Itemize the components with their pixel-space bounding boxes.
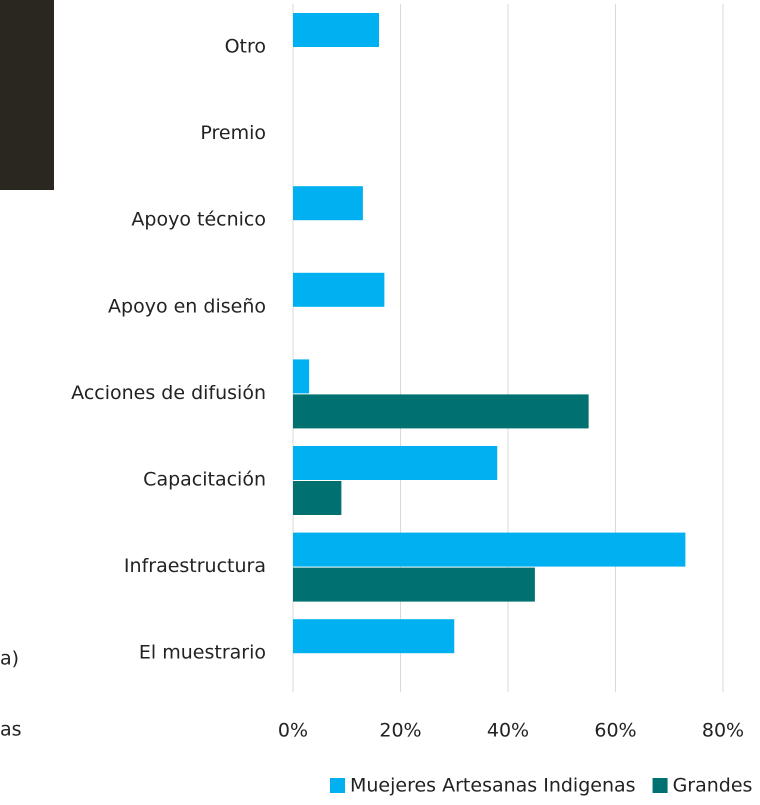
x-tick-label: 60% [594, 720, 636, 742]
y-tick-label: Infraestructura [124, 555, 266, 577]
legend-label: Grandes Maestros [673, 775, 760, 797]
y-tick-label: Acciones de difusión [71, 382, 266, 404]
bar [293, 568, 535, 602]
bar [293, 394, 589, 428]
x-tick-label: 0% [278, 720, 308, 742]
y-tick-label: Premio [200, 122, 266, 144]
x-tick-label: 40% [487, 720, 529, 742]
legend-label: Muejeres Artesanas Indigenas [350, 775, 636, 797]
cropped-photo [0, 0, 54, 190]
annotation: a) [0, 648, 19, 670]
chart: a) as 0% 20% 40% 60% 80% Otro Premio Apoyo técn… [0, 0, 760, 801]
x-tick-label: 80% [702, 720, 744, 742]
bar [293, 359, 309, 393]
bar [293, 481, 341, 515]
x-tick-label: 20% [379, 720, 421, 742]
bar [293, 186, 363, 220]
y-tick-label: Capacitación [143, 469, 266, 491]
y-tick-label: Apoyo en diseño [108, 295, 266, 317]
y-tick-label: Apoyo técnico [131, 209, 266, 231]
y-tick-label: Otro [225, 36, 266, 58]
y-tick-label: El muestrario [139, 642, 266, 664]
legend-swatch [653, 778, 668, 793]
bar [293, 619, 454, 653]
annotation: as [0, 719, 22, 741]
bar [293, 13, 379, 47]
legend-swatch [330, 778, 345, 793]
bar [293, 273, 384, 307]
bar [293, 446, 497, 480]
bar [293, 533, 685, 567]
